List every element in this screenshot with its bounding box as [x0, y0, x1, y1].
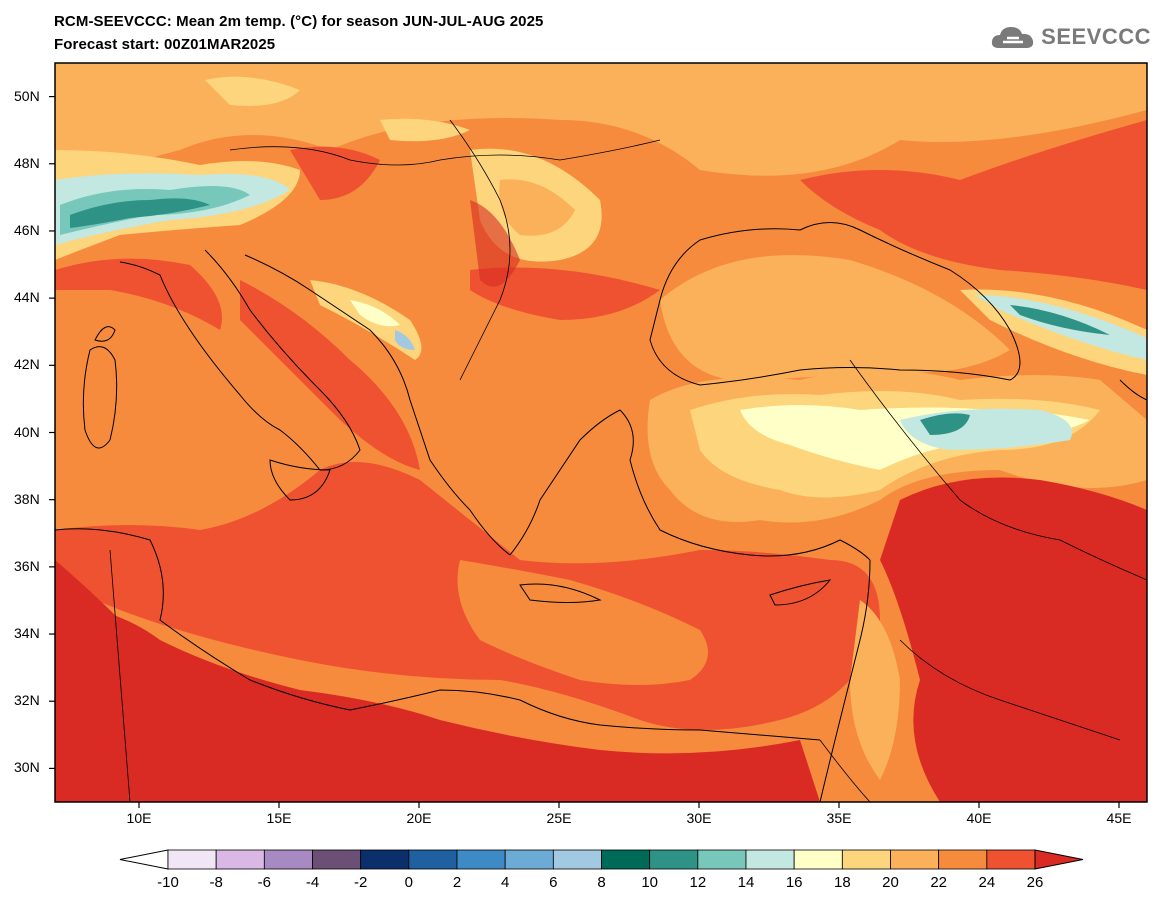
- italy-coast: [119, 249, 361, 471]
- lat-label: 50N: [14, 87, 40, 104]
- colorbar-box: [552, 849, 602, 870]
- north-africa-coast: [55, 528, 821, 741]
- colorbar-over-triangle: [1034, 849, 1084, 870]
- colorbar-label: -8: [209, 874, 223, 891]
- lat-label: 38N: [14, 490, 40, 507]
- lat-label: 32N: [14, 692, 40, 709]
- colorbar-box: [793, 849, 843, 870]
- colorbar-label: -2: [353, 874, 368, 891]
- seevccc-logo: SEEVCCC: [989, 22, 1151, 52]
- lat-label: 46N: [14, 221, 40, 238]
- colorbar-box: [215, 849, 265, 870]
- colorbar-label: 2: [452, 874, 462, 891]
- colorbar-under-triangle: [119, 849, 169, 870]
- colorbar-label: -4: [305, 874, 320, 891]
- colorbar-label: 16: [785, 874, 803, 891]
- colorbar-label: 8: [597, 874, 606, 891]
- colorbar-box: [649, 849, 699, 870]
- lon-label: 20E: [406, 810, 432, 826]
- colorbar-box: [408, 849, 458, 870]
- colorbar-label: 4: [500, 874, 510, 891]
- colorbar-box: [938, 849, 988, 870]
- colorbar-box: [745, 849, 795, 870]
- colorbar-box: [167, 849, 217, 870]
- corsica-coast: [94, 326, 116, 342]
- cloud-icon: [992, 27, 1034, 48]
- colorbar-box: [601, 849, 651, 870]
- colorbar-label: -10: [157, 874, 179, 891]
- lon-label: 15E: [266, 810, 292, 826]
- coastlines: [55, 119, 1147, 802]
- colorbar-box: [360, 849, 410, 870]
- colorbar-label: 6: [549, 874, 558, 891]
- lat-label: 48N: [14, 154, 40, 171]
- colorbar-box: [697, 849, 747, 870]
- colorbar-box: [890, 849, 940, 870]
- lat-label: 30N: [14, 759, 40, 776]
- colorbar-label: 0: [404, 874, 413, 891]
- axis-ticks: [49, 95, 1120, 808]
- colorbar-label: 20: [882, 874, 899, 891]
- border-egypt: [819, 739, 871, 802]
- levant-coast: [819, 559, 871, 802]
- lat-label: 34N: [14, 625, 40, 642]
- sicily-coast: [269, 459, 331, 501]
- border-arabia: [899, 639, 1121, 741]
- cyprus-coast: [769, 579, 832, 606]
- lat-label: 44N: [14, 289, 40, 306]
- colorbar-box: [456, 849, 506, 870]
- border-balkan: [449, 119, 511, 381]
- lon-label: 25E: [546, 810, 572, 826]
- colorbar-label: 26: [1026, 874, 1044, 891]
- lat-label: 40N: [14, 423, 40, 440]
- colorbar-box: [263, 849, 313, 870]
- colorbar-box: [312, 849, 362, 870]
- crete-coast: [519, 583, 602, 603]
- colorbar-label: 10: [641, 874, 658, 891]
- forecast-start-label: Forecast start: 00Z01MAR2025: [54, 36, 276, 53]
- border-algeria: [109, 549, 131, 802]
- colorbar-label: 24: [978, 874, 996, 891]
- colorbar-box: [986, 849, 1036, 870]
- border-east: [849, 359, 1147, 581]
- lon-label: 45E: [1106, 810, 1132, 826]
- temperature-field: [55, 63, 1147, 802]
- lat-label: 42N: [14, 356, 40, 373]
- colorbar-label: 22: [930, 874, 947, 891]
- sardinia-coast: [82, 346, 118, 449]
- lon-label: 10E: [126, 810, 152, 826]
- black-sea-coast: [649, 222, 1021, 386]
- lon-label: 35E: [826, 810, 852, 826]
- colorbar-box: [504, 849, 554, 870]
- lon-label: 40E: [966, 810, 992, 826]
- map-title: RCM-SEEVCCC: Mean 2m temp. (°C) for seas…: [54, 13, 544, 30]
- colorbar-box: [841, 849, 891, 870]
- aegean-coast: [509, 409, 871, 561]
- border-central: [229, 139, 661, 166]
- colorbar-label: -6: [257, 874, 271, 891]
- balkan-coast: [244, 254, 511, 556]
- lon-label: 30E: [686, 810, 712, 826]
- lat-label: 36N: [14, 557, 40, 574]
- logo-text: SEEVCCC: [1041, 24, 1151, 49]
- colorbar-label: 12: [689, 874, 707, 891]
- colorbar-label: 18: [833, 874, 851, 891]
- colorbar: [119, 849, 1084, 870]
- caspian-coast: [1119, 379, 1147, 401]
- colorbar-label: 14: [737, 874, 755, 891]
